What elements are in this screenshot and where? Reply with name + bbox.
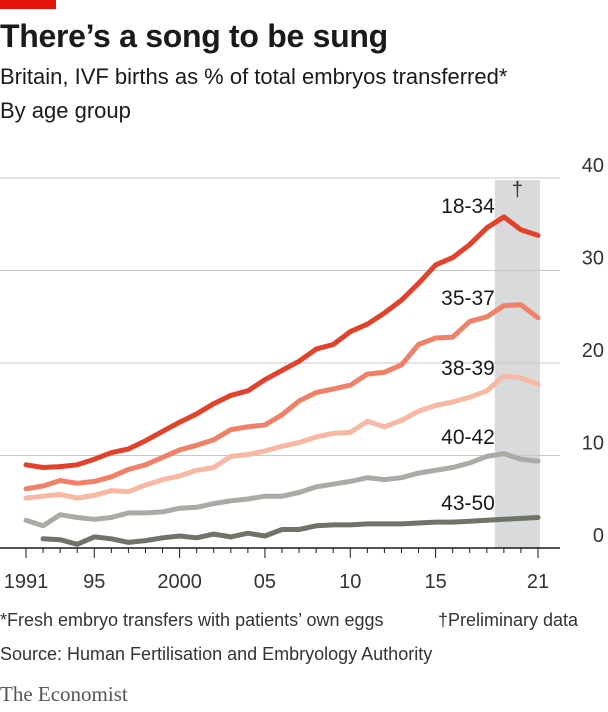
brand-accent-bar bbox=[0, 0, 56, 9]
y-tick-label: 40 bbox=[582, 155, 604, 177]
series-label-38-39: 38-39 bbox=[441, 357, 495, 380]
series-line-40-42 bbox=[23, 451, 541, 529]
preliminary-shade bbox=[494, 180, 540, 548]
y-tick-label: 30 bbox=[582, 248, 604, 270]
series-label-18-34: 18-34 bbox=[441, 195, 495, 218]
series-line-43-50 bbox=[40, 515, 541, 547]
series-label-40-42: 40-42 bbox=[441, 426, 495, 449]
series-line-18-34 bbox=[23, 214, 541, 470]
x-tick-label: 10 bbox=[339, 571, 361, 593]
footnote-dagger: †Preliminary data bbox=[438, 610, 579, 630]
chart-subtitle: Britain, IVF births as % of total embryo… bbox=[0, 64, 508, 89]
series-label-35-37: 35-37 bbox=[441, 287, 495, 310]
y-tick-label: 10 bbox=[582, 433, 604, 455]
line-chart: † 0 10 20 30 40 18-34 35-37 38-39 40-42 43-50 1991 9… bbox=[0, 155, 604, 593]
y-tick-label: 20 bbox=[582, 340, 604, 362]
x-tick-label: 1991 bbox=[4, 571, 49, 593]
x-tick-label: 15 bbox=[424, 571, 446, 593]
brand-logo: The Economist bbox=[0, 682, 128, 706]
preliminary-dagger-mark: † bbox=[512, 179, 523, 201]
x-tick-label: 05 bbox=[254, 571, 276, 593]
series-line-35-37 bbox=[23, 302, 541, 492]
footnote-row: *Fresh embryo transfers with patients’ o… bbox=[0, 610, 608, 631]
source-line: Source: Human Fertilisation and Embryolo… bbox=[0, 644, 433, 664]
chart-unit-note: By age group bbox=[0, 98, 131, 123]
y-tick-label: 0 bbox=[593, 525, 604, 547]
series-label-43-50: 43-50 bbox=[441, 492, 495, 515]
chart-title: There’s a song to be sung bbox=[0, 18, 388, 54]
x-tick-label: 21 bbox=[527, 571, 549, 593]
x-tick-label: 95 bbox=[83, 571, 105, 593]
footnote-star: *Fresh embryo transfers with patients’ o… bbox=[0, 610, 384, 630]
series-line-38-39 bbox=[23, 373, 541, 501]
x-tick-label: 2000 bbox=[157, 571, 202, 593]
